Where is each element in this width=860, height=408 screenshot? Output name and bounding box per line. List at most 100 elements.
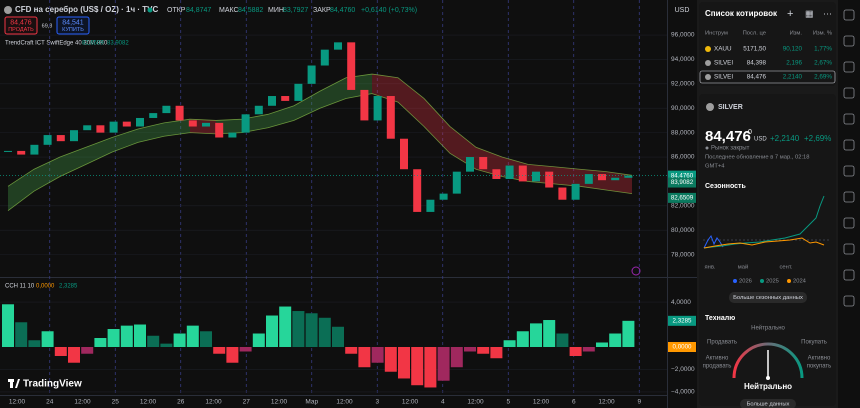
candle [598,174,606,181]
buy-price: 84,541 [62,19,84,26]
spread: 69,8 [42,23,53,29]
time-label: 12:00 [74,399,91,406]
currency[interactable]: USD [675,7,690,14]
seasonality-button[interactable] [729,292,807,303]
toolbar-icon[interactable] [843,165,855,177]
sell-button[interactable] [4,16,38,35]
trend-band [424,98,450,154]
oscillator-name[interactable]: CCH 11 10 [5,284,35,290]
histogram-bar [279,306,292,347]
time-label: 12:00 [533,399,550,406]
gauge-label: Активно [706,356,729,362]
histogram-bar [437,346,450,381]
price-label: 84,4760 [671,172,694,179]
indicator-name[interactable]: TrendCraft ICT SwiftEdge 40 30M 8K0 [5,41,108,47]
event-icon[interactable] [631,266,641,276]
trend-band [398,77,424,127]
status-dot [147,7,153,13]
candle [109,121,118,133]
technicals-button-label[interactable]: Больше данных [747,402,790,408]
gauge-pivot [766,376,770,380]
status-dot [705,146,709,150]
legend-label: 2024 [793,279,807,285]
legend-dot [733,279,737,283]
histogram-bar [200,331,212,347]
toolbar-icon[interactable] [843,295,855,307]
trend-band [8,169,34,211]
toolbar-icon[interactable] [843,217,855,229]
gauge-arc [732,342,804,379]
toolbar-icon[interactable] [843,113,855,125]
histogram-bar [477,346,490,354]
symbol-title[interactable]: CFD на серебро (US$ / OZ) · 1ч · TVC [15,5,158,14]
month-label: сент. [780,265,793,271]
more-icon[interactable]: ⋯ [823,8,832,18]
seasonality-title[interactable]: Сезонность [705,183,746,190]
seasonality-line [703,237,825,249]
oscillator-value: 2,3285 [59,284,78,290]
time-label: 12:00 [598,399,615,406]
candle [175,105,184,121]
market-status: Рынок закрыт [711,146,750,152]
toolbar-icon[interactable] [843,9,855,21]
toolbar-icon[interactable] [843,61,855,73]
trend-band-edge [7,93,633,212]
trend-band-edge [7,73,633,187]
candle [188,120,197,127]
details-change-pct: +2,69% [804,134,831,143]
seasonality-button-label[interactable]: Больше сезонных данных [733,295,803,301]
price-tick-label: 86,0000 [671,154,695,161]
toolbar-icon[interactable] [843,243,855,255]
toolbar-icon[interactable] [843,35,855,47]
toolbar-icon[interactable] [843,191,855,203]
technicals-button[interactable] [740,399,796,408]
histogram-bar [398,346,410,379]
time-label: 3 [375,399,379,406]
toolbar-icon[interactable] [843,139,855,151]
oscillator-label-box [668,341,696,352]
time-label: 12:00 [9,399,26,406]
toolbar-icon[interactable] [843,269,855,281]
timezone: GMT+4 [705,164,725,170]
histogram-bar [134,324,146,347]
symbol-icon [4,6,12,14]
oscillator-label: 2,3285 [673,317,692,324]
technicals-title[interactable]: Техналю [705,315,735,322]
histogram-bar [530,323,542,347]
gauge-label: покупать [807,364,832,370]
price-tick-label: 80,0000 [671,227,695,234]
watchlist-icon [705,74,711,80]
watchlist-column: Изм. % [813,31,832,37]
details-symbol[interactable]: SILVER [718,104,743,111]
watchlist-icon [705,46,711,52]
oscillator-tick-label: −2,0000 [671,366,695,373]
toolbar-icon[interactable] [843,87,855,99]
histogram-bar [226,346,239,363]
histogram-bar [186,325,199,347]
watchlist-panel [699,2,836,86]
histogram-bar [543,320,556,347]
seasonality-line [703,195,825,249]
watchlist-column: Посл. це [743,31,766,37]
ohlc-label: МАКС [219,7,239,14]
histogram-bar [213,346,226,354]
time-label: 12:00 [467,399,484,406]
time-label: 12:00 [336,399,353,406]
oscillator-value: 0,0000 [36,284,55,290]
histogram-bar [345,346,358,354]
sidebar-toolbar [838,0,860,408]
watchlist-row-highlight [699,70,836,84]
layout-icon[interactable]: ▦ [805,8,814,18]
histogram-bar [569,346,582,356]
candle [584,174,593,184]
add-icon[interactable]: + [787,8,793,20]
price-tick-label: 96,0000 [671,32,695,39]
legend-dot [787,279,791,283]
price-label: 82,6509 [671,195,694,202]
candle [30,144,39,155]
watchlist-title[interactable]: Список котировок [705,9,778,18]
candle [149,113,158,118]
gauge-verdict: Нейтрально [744,382,792,391]
buy-button[interactable] [56,16,90,35]
trend-band [112,128,138,153]
